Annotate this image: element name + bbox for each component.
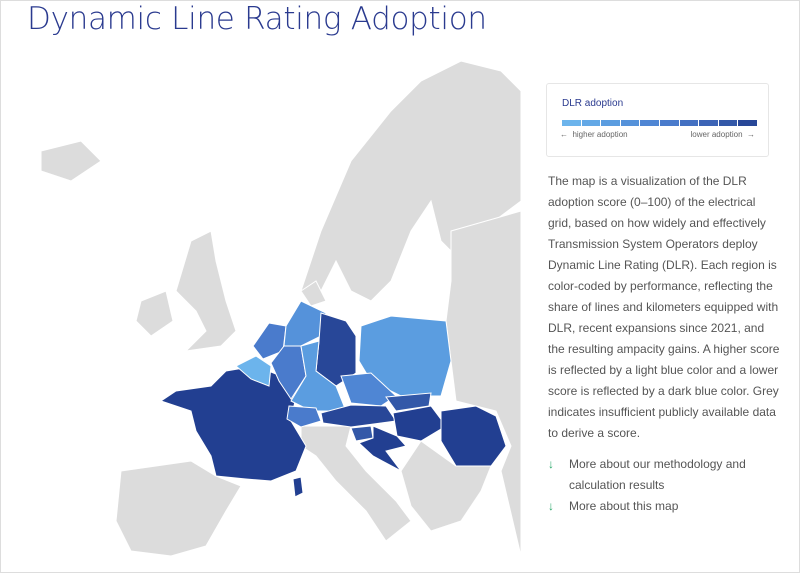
region-switzerland[interactable]	[286, 405, 322, 428]
legend-title: DLR adoption	[562, 98, 624, 109]
legend-swatch	[659, 120, 679, 126]
region-romania[interactable]	[440, 405, 507, 467]
region-balkans	[400, 440, 492, 532]
region-iberia	[115, 460, 242, 556]
link-label: More about this map	[569, 499, 679, 513]
methodology-link[interactable]: ↓ More about our methodology and calcula…	[548, 454, 780, 496]
page-title: Dynamic Line Rating Adoption	[27, 1, 487, 37]
region-poland[interactable]	[358, 315, 452, 397]
legend: DLR adoption ← higher adoption lower ado…	[546, 83, 769, 157]
region-croatia[interactable]	[358, 425, 407, 472]
legend-swatch	[601, 120, 620, 126]
legend-swatch	[738, 120, 757, 126]
arrow-right-icon: →	[747, 130, 755, 139]
europe-map[interactable]	[26, 41, 521, 556]
map-description: The map is a visualization of the DLR ad…	[548, 174, 780, 440]
region-uk	[175, 230, 237, 352]
region-belgium[interactable]	[235, 355, 272, 387]
region-eastern-europe	[445, 210, 521, 556]
link-label: More about our methodology and calculati…	[569, 457, 746, 492]
arrow-down-icon: ↓	[548, 457, 554, 471]
region-iceland	[40, 140, 102, 182]
about-map-link[interactable]: ↓ More about this map	[548, 496, 780, 517]
region-denmark	[300, 280, 327, 307]
links: ↓ More about our methodology and calcula…	[548, 454, 780, 517]
legend-higher-label: higher adoption	[572, 130, 628, 139]
side-panel: The map is a visualization of the DLR ad…	[548, 171, 780, 517]
legend-swatch	[581, 120, 601, 126]
legend-swatch	[718, 120, 738, 126]
legend-color-scale	[562, 120, 757, 126]
legend-lower-label: lower adoption	[690, 130, 743, 139]
region-italy	[300, 425, 412, 542]
legend-swatch	[562, 120, 581, 126]
legend-labels: ← higher adoption lower adoption →	[560, 130, 755, 139]
region-ireland	[135, 290, 174, 337]
legend-swatch	[679, 120, 699, 126]
legend-higher: ← higher adoption	[560, 130, 628, 139]
arrow-left-icon: ←	[560, 130, 568, 139]
legend-lower: lower adoption →	[691, 130, 756, 139]
region-hungary[interactable]	[392, 405, 447, 442]
arrow-down-icon: ↓	[548, 499, 554, 513]
legend-swatch	[620, 120, 640, 126]
legend-swatch	[640, 120, 659, 126]
legend-swatch	[699, 120, 718, 126]
